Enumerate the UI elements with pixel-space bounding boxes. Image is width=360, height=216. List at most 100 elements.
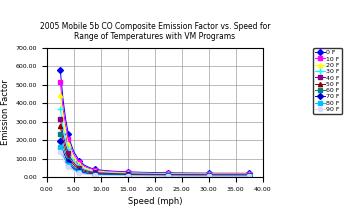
10 F bbox=[66, 138, 71, 140]
50 F bbox=[99, 172, 103, 175]
10 F bbox=[126, 171, 130, 174]
0 F bbox=[88, 167, 92, 169]
0 F bbox=[77, 159, 81, 162]
10 F bbox=[166, 172, 171, 175]
80 F bbox=[234, 175, 238, 177]
70 F bbox=[82, 172, 87, 174]
70 F bbox=[69, 165, 73, 167]
30 F bbox=[166, 173, 171, 175]
40 F bbox=[77, 166, 81, 169]
60 F bbox=[77, 169, 81, 172]
Y-axis label: Emission Factor: Emission Factor bbox=[1, 79, 10, 145]
30 F bbox=[234, 173, 238, 176]
50 F bbox=[66, 155, 71, 158]
60 F bbox=[234, 174, 238, 177]
60 F bbox=[109, 173, 114, 176]
80 F bbox=[58, 146, 63, 148]
50 F bbox=[220, 174, 225, 176]
10 F bbox=[88, 167, 92, 170]
70 F bbox=[88, 173, 92, 175]
40 F bbox=[58, 118, 63, 120]
40 F bbox=[207, 173, 211, 176]
60 F bbox=[126, 174, 130, 176]
80 F bbox=[139, 174, 144, 177]
0 F bbox=[72, 150, 76, 153]
30 F bbox=[180, 173, 184, 176]
90 F bbox=[77, 172, 81, 175]
Line: 40 F: 40 F bbox=[58, 117, 251, 177]
80 F bbox=[109, 174, 114, 177]
10 F bbox=[180, 172, 184, 175]
70 F bbox=[166, 174, 171, 177]
20 F bbox=[93, 170, 98, 172]
50 F bbox=[77, 168, 81, 170]
0 F bbox=[126, 171, 130, 173]
80 F bbox=[77, 171, 81, 174]
90 F bbox=[193, 175, 198, 177]
80 F bbox=[72, 168, 76, 171]
90 F bbox=[61, 158, 65, 160]
70 F bbox=[126, 174, 130, 176]
20 F bbox=[88, 168, 92, 171]
70 F bbox=[58, 140, 63, 142]
10 F bbox=[139, 172, 144, 174]
40 F bbox=[139, 173, 144, 176]
50 F bbox=[234, 174, 238, 176]
40 F bbox=[153, 173, 157, 176]
40 F bbox=[109, 172, 114, 175]
Line: 20 F: 20 F bbox=[58, 92, 251, 176]
90 F bbox=[69, 168, 73, 171]
90 F bbox=[82, 173, 87, 176]
80 F bbox=[61, 154, 65, 156]
60 F bbox=[82, 171, 87, 174]
20 F bbox=[153, 172, 157, 175]
50 F bbox=[109, 173, 114, 175]
30 F bbox=[88, 169, 92, 172]
40 F bbox=[126, 173, 130, 175]
40 F bbox=[193, 173, 198, 176]
70 F bbox=[193, 174, 198, 177]
40 F bbox=[220, 173, 225, 176]
50 F bbox=[58, 125, 63, 128]
0 F bbox=[66, 133, 71, 135]
70 F bbox=[247, 175, 251, 177]
20 F bbox=[82, 167, 87, 169]
30 F bbox=[247, 173, 251, 176]
90 F bbox=[220, 175, 225, 177]
50 F bbox=[153, 173, 157, 176]
50 F bbox=[61, 139, 65, 141]
80 F bbox=[82, 172, 87, 175]
20 F bbox=[139, 172, 144, 175]
60 F bbox=[220, 174, 225, 177]
10 F bbox=[72, 153, 76, 156]
0 F bbox=[93, 168, 98, 171]
20 F bbox=[109, 171, 114, 174]
10 F bbox=[77, 161, 81, 164]
80 F bbox=[93, 173, 98, 176]
30 F bbox=[193, 173, 198, 176]
70 F bbox=[139, 174, 144, 177]
Line: 30 F: 30 F bbox=[58, 106, 252, 177]
20 F bbox=[207, 173, 211, 175]
60 F bbox=[166, 174, 171, 177]
10 F bbox=[64, 125, 68, 127]
0 F bbox=[99, 169, 103, 172]
70 F bbox=[64, 156, 68, 159]
0 F bbox=[64, 118, 68, 121]
40 F bbox=[93, 171, 98, 174]
10 F bbox=[69, 147, 73, 149]
10 F bbox=[61, 107, 65, 109]
90 F bbox=[72, 170, 76, 172]
50 F bbox=[93, 172, 98, 175]
30 F bbox=[72, 159, 76, 162]
90 F bbox=[58, 151, 63, 154]
10 F bbox=[247, 172, 251, 175]
30 F bbox=[220, 173, 225, 176]
Line: 60 F: 60 F bbox=[58, 132, 251, 178]
90 F bbox=[126, 175, 130, 177]
90 F bbox=[166, 175, 171, 177]
Title: 2005 Mobile 5b CO Composite Emission Factor vs. Speed for
Range of Temperatures : 2005 Mobile 5b CO Composite Emission Fac… bbox=[40, 22, 270, 41]
90 F bbox=[88, 173, 92, 176]
60 F bbox=[58, 133, 63, 135]
80 F bbox=[69, 167, 73, 169]
